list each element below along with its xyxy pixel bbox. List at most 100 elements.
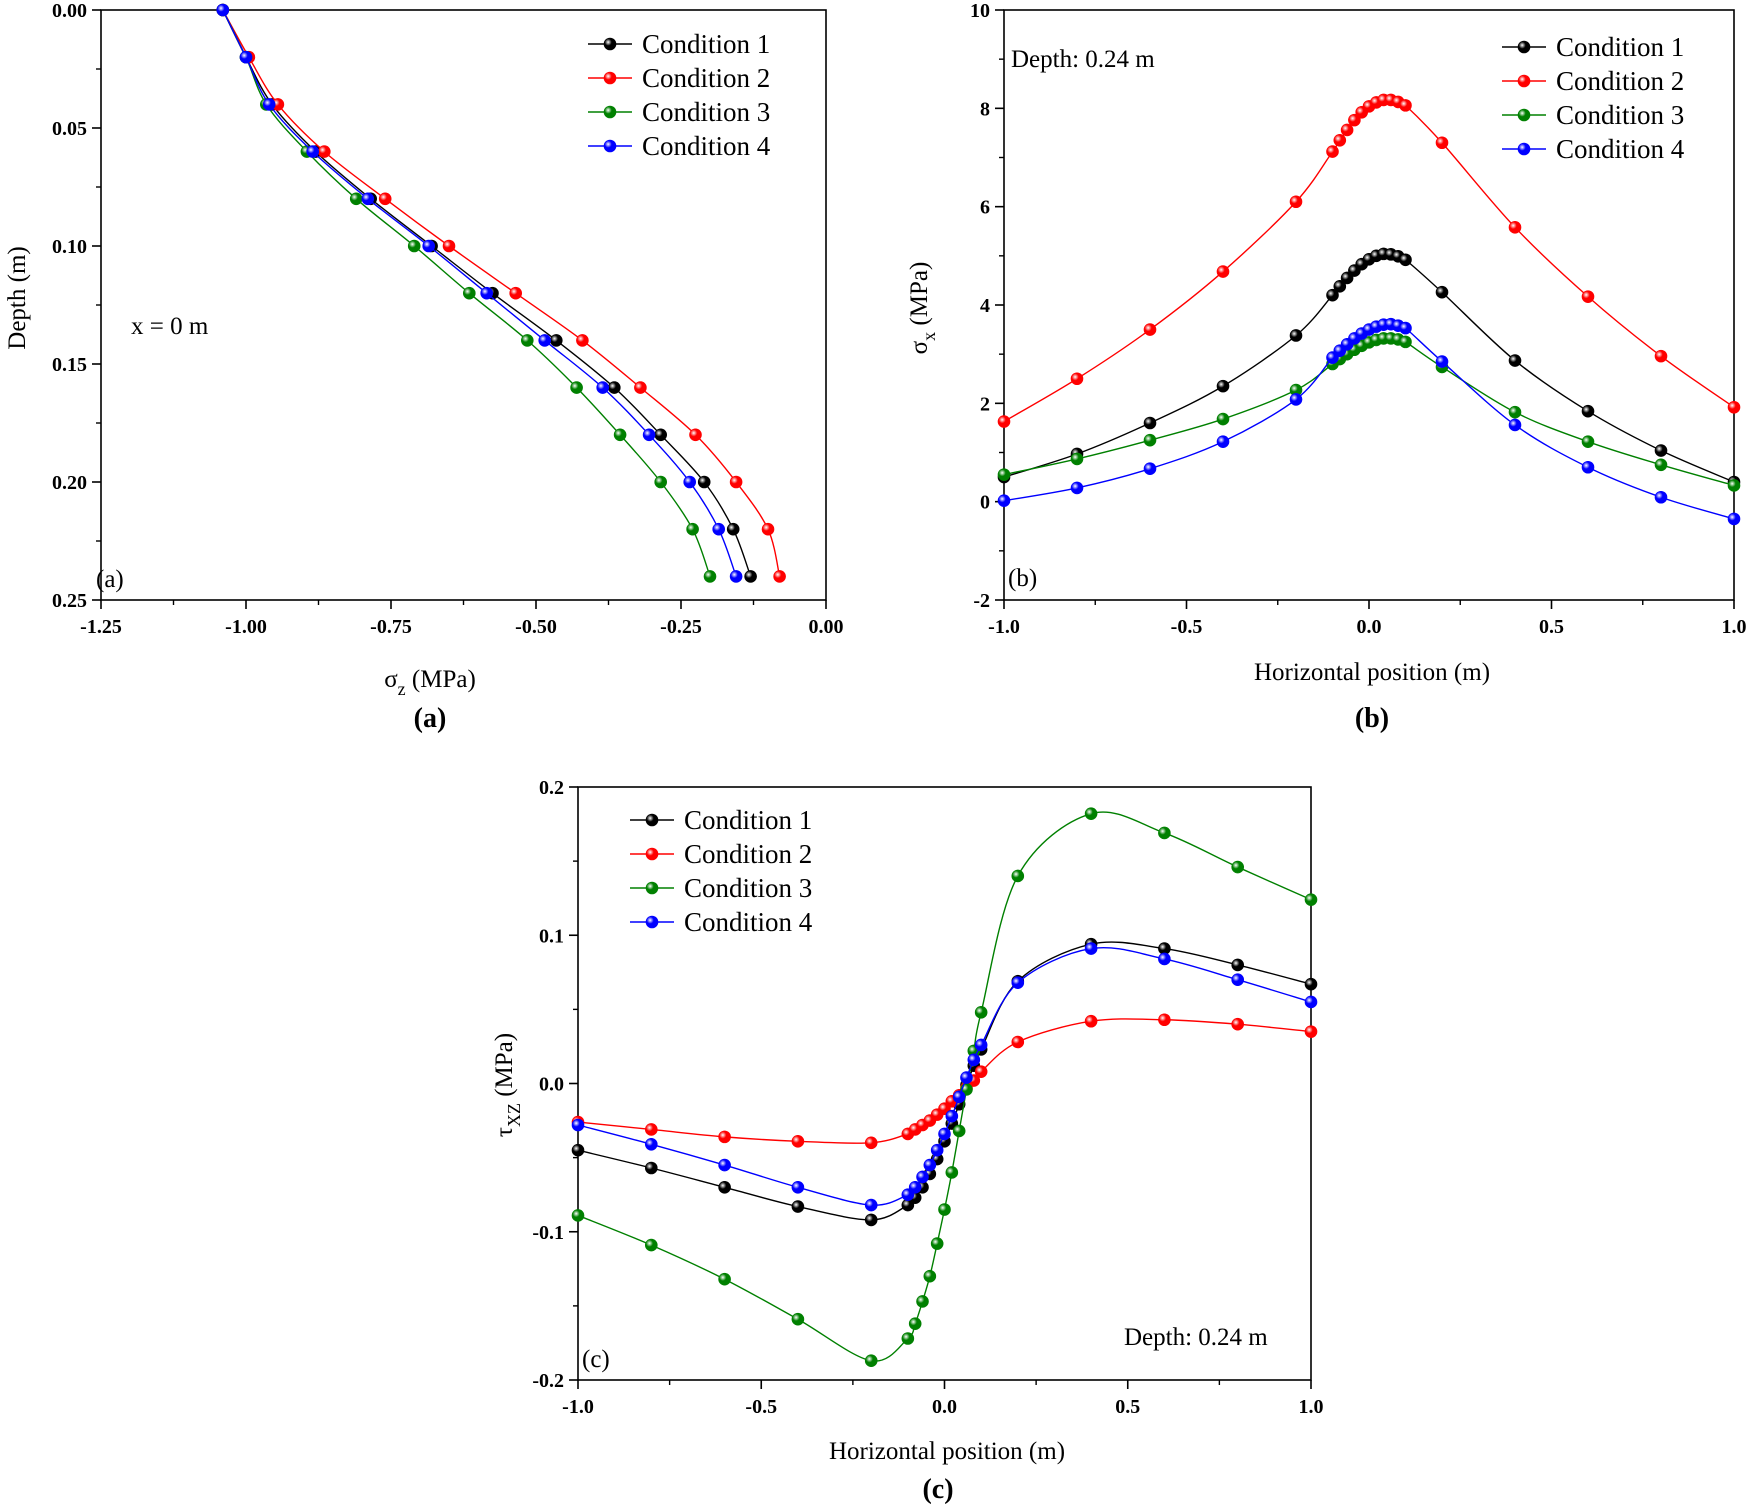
data-point	[1143, 433, 1157, 447]
data-point	[938, 1127, 951, 1141]
data-point	[571, 1118, 585, 1132]
data-point	[1158, 952, 1171, 966]
data-point	[1333, 133, 1347, 147]
series-line	[1003, 323, 1735, 520]
y-axis-unit: (MPa)	[906, 262, 933, 332]
data-point	[689, 428, 702, 442]
data-point	[718, 1158, 731, 1172]
data-point	[1399, 321, 1412, 335]
series-line	[1003, 337, 1735, 487]
data-point	[1289, 393, 1303, 406]
x-tick-label: -1.00	[225, 616, 267, 638]
data-point	[791, 1312, 805, 1326]
data-point	[509, 286, 523, 300]
data-point	[570, 381, 583, 394]
data-point	[349, 192, 363, 206]
series-condition-3	[571, 807, 1318, 1368]
data-point	[1011, 976, 1025, 989]
legend-marker	[645, 881, 659, 895]
data-point	[607, 381, 621, 394]
y-tick-label: -2	[973, 590, 990, 612]
x-axis-unit: (MPa)	[406, 666, 476, 693]
x-tick-label: -0.25	[660, 616, 702, 638]
figure-caption: (c)	[922, 1474, 953, 1504]
data-point	[945, 1166, 959, 1179]
data-point	[361, 192, 375, 206]
panel-label: (c)	[582, 1346, 610, 1373]
data-point	[1348, 113, 1361, 127]
data-point	[216, 3, 230, 17]
data-point	[908, 1317, 922, 1330]
data-point	[697, 475, 711, 489]
data-point	[683, 475, 697, 489]
data-point	[407, 239, 421, 253]
data-point	[916, 1295, 929, 1308]
x-tick-label: 0.0	[932, 1396, 957, 1418]
series-line	[577, 1018, 1312, 1144]
series-condition-4	[997, 317, 1741, 526]
y-tick-label: 0.25	[52, 590, 87, 612]
legend-marker	[645, 847, 659, 861]
data-point	[952, 1124, 966, 1138]
legend-entry: Condition 1	[684, 805, 812, 835]
data-point	[761, 522, 775, 536]
data-point	[644, 1123, 658, 1136]
data-point	[262, 98, 276, 111]
data-point	[1143, 416, 1157, 430]
data-point	[1581, 435, 1595, 448]
y-axis-symbol: τ	[491, 1127, 518, 1137]
x-tick-label: 0.5	[1539, 616, 1564, 638]
data-point	[239, 50, 253, 64]
data-point	[1508, 221, 1522, 234]
series-line	[222, 9, 737, 577]
data-point	[462, 286, 476, 300]
legend-entry: Condition 4	[1556, 134, 1685, 164]
data-point	[1070, 481, 1084, 495]
data-point	[306, 145, 320, 158]
data-point	[718, 1180, 731, 1194]
data-point	[378, 192, 392, 206]
y-tick-label: -0.1	[532, 1222, 564, 1244]
data-point	[1216, 379, 1230, 393]
series-condition-1	[571, 937, 1318, 1227]
x-tick-label: -1.0	[988, 616, 1020, 638]
data-point	[864, 1354, 878, 1368]
legend-marker	[603, 105, 617, 119]
data-point	[644, 1137, 658, 1151]
x-tick-label: 1.0	[1299, 1396, 1324, 1418]
data-point	[1289, 195, 1303, 209]
data-point	[1333, 280, 1347, 293]
data-point	[974, 1038, 988, 1052]
legend-marker	[1517, 108, 1531, 122]
series-condition-4	[216, 3, 743, 583]
data-point	[997, 415, 1011, 428]
legend-entry: Condition 2	[684, 839, 812, 869]
y-tick-label: 0.00	[52, 0, 87, 22]
y-tick-label: 0.10	[52, 236, 87, 258]
x-axis-subscript: z	[398, 679, 406, 699]
y-axis-subscript: x	[919, 332, 939, 341]
data-point	[1727, 512, 1741, 526]
data-point	[938, 1203, 951, 1216]
data-point	[1727, 479, 1741, 492]
data-point	[930, 1237, 944, 1250]
y-axis-unit: (MPa)	[491, 1033, 518, 1103]
data-point	[974, 1006, 988, 1019]
data-point	[571, 1209, 585, 1222]
data-point	[442, 239, 456, 253]
data-point	[864, 1198, 878, 1212]
y-axis-label: τXZ (MPa)	[491, 1033, 524, 1137]
data-point	[791, 1135, 805, 1148]
legend-marker	[645, 813, 659, 827]
data-point	[1289, 329, 1303, 342]
data-point	[654, 475, 668, 489]
data-point	[1399, 335, 1412, 349]
data-point	[1654, 444, 1668, 457]
series-condition-1	[997, 247, 1741, 489]
series-condition-2	[997, 93, 1741, 428]
legend-entry: Condition 4	[684, 907, 813, 937]
annotation: Depth: 0.24 m	[1011, 46, 1155, 73]
data-point	[1304, 977, 1318, 991]
data-point	[923, 1269, 937, 1283]
data-point	[613, 428, 627, 442]
